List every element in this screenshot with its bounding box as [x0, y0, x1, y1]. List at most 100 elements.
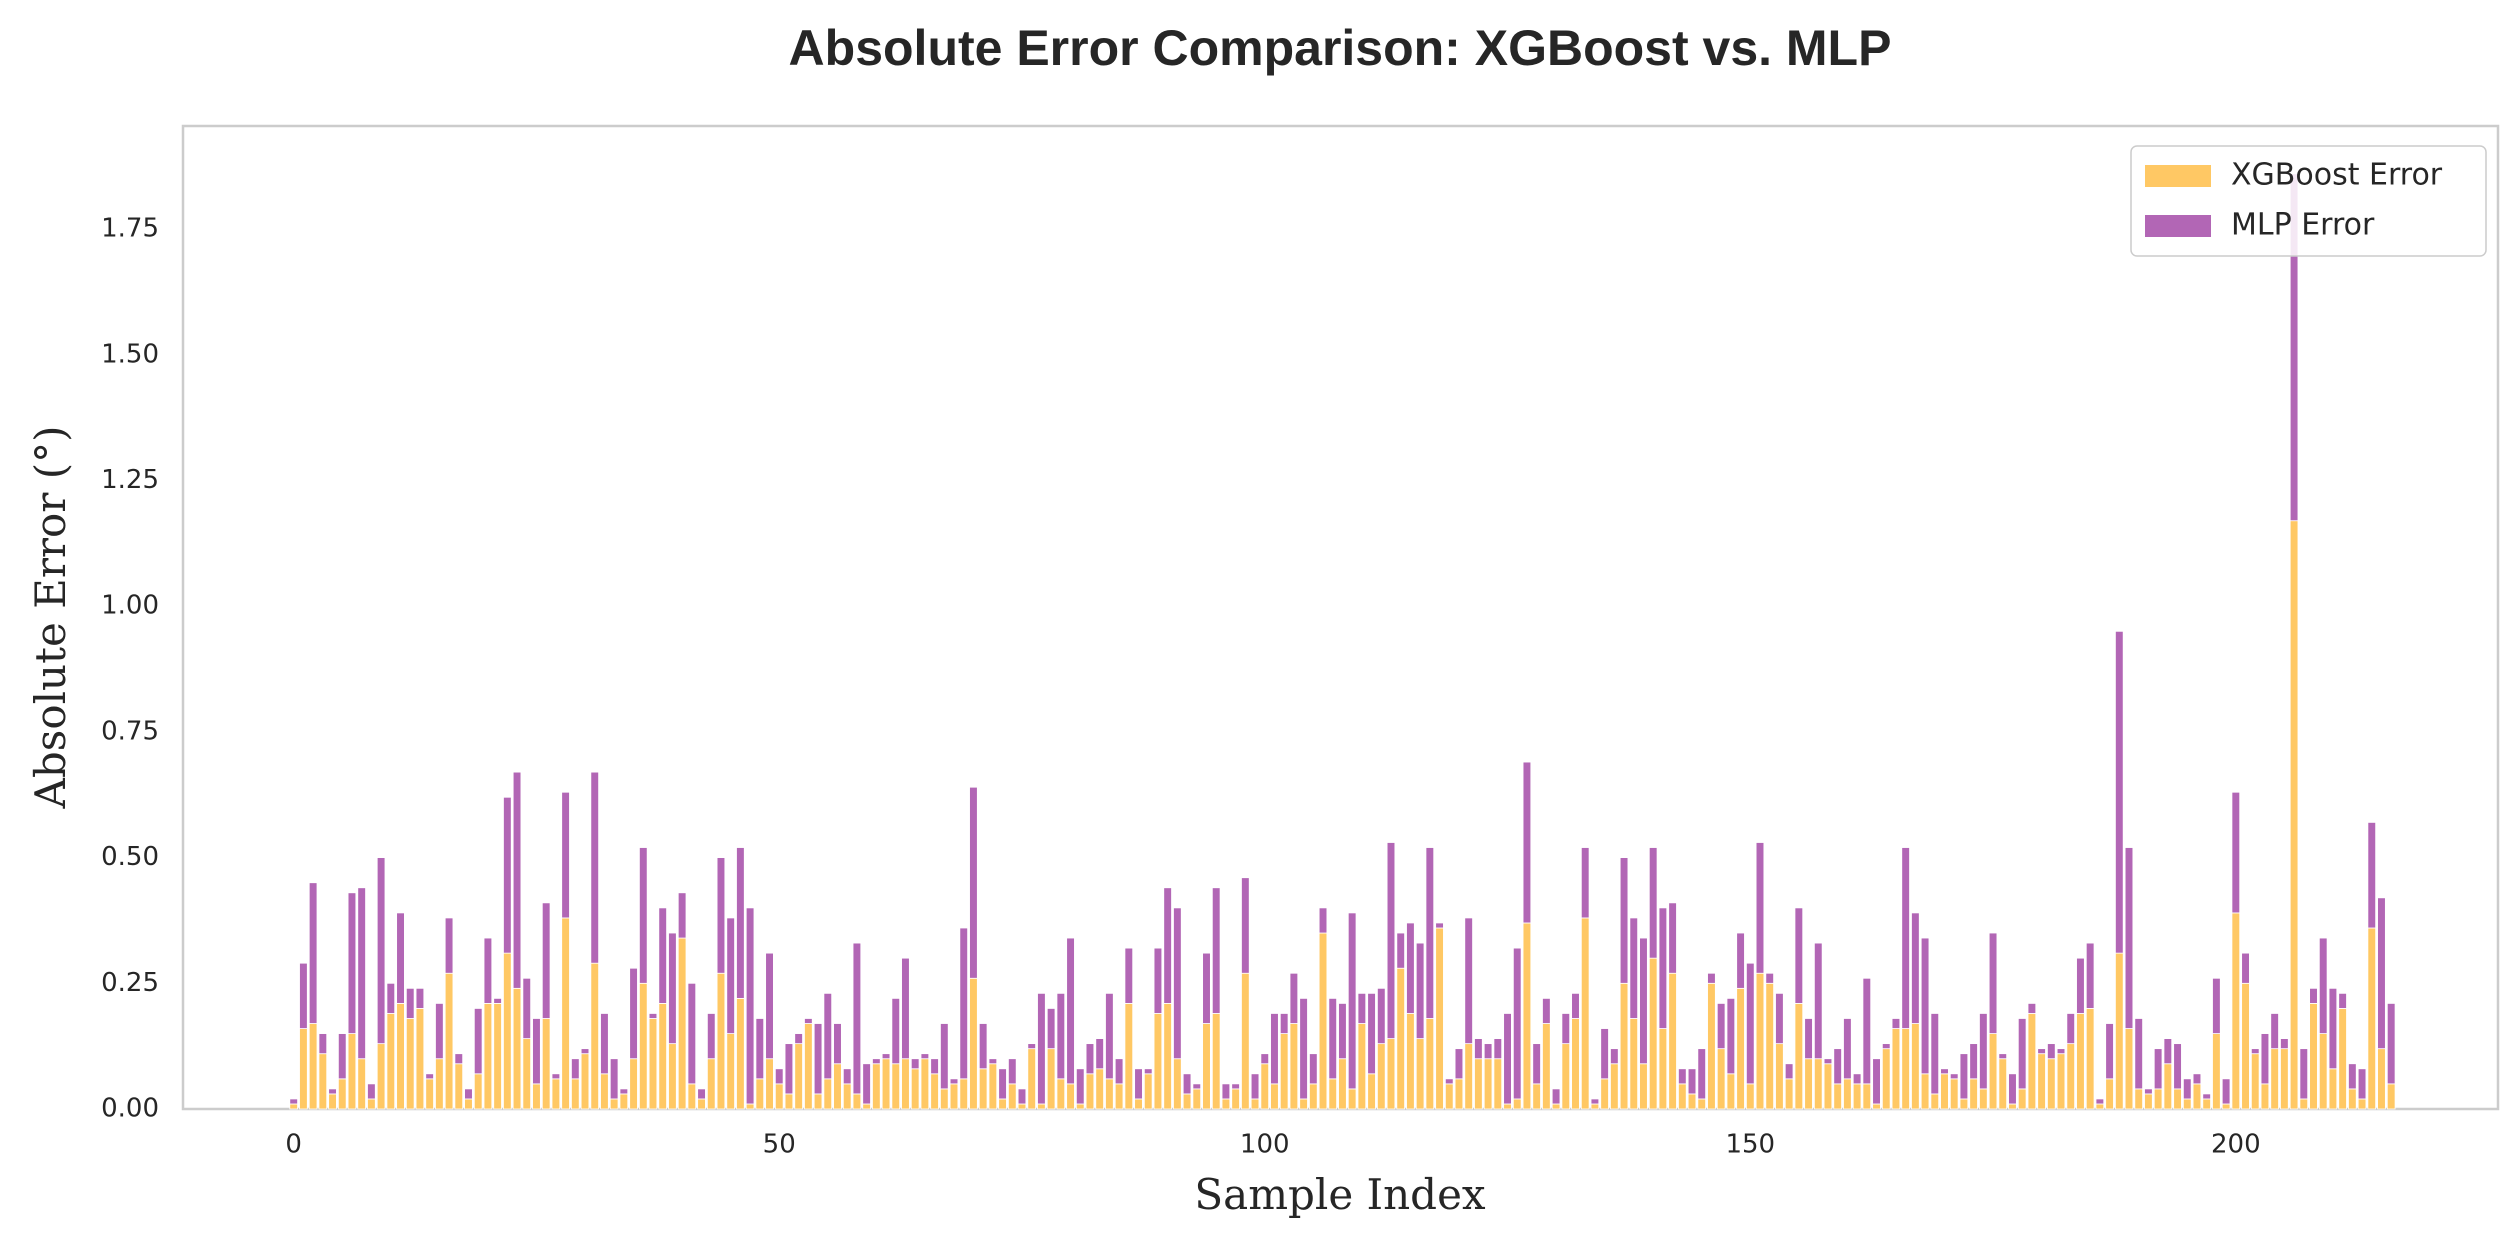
- bar-segment: [2231, 912, 2241, 1110]
- bar-segment: [1911, 912, 1920, 1024]
- bar-segment: [1279, 1033, 1289, 1110]
- bar-segment: [1804, 1018, 1813, 1060]
- bar-segment: [988, 1058, 998, 1065]
- bar-segment: [716, 972, 726, 1110]
- y-tick-label: 1.50: [101, 339, 159, 369]
- bar-segment: [580, 1048, 590, 1055]
- bar-segment: [1027, 1043, 1036, 1050]
- bar-segment: [2066, 1043, 2076, 1110]
- bar-segment: [2299, 1048, 2309, 1100]
- bar-segment: [872, 1058, 881, 1065]
- bar-segment: [891, 1063, 901, 1110]
- bar-segment: [1522, 761, 1532, 924]
- bar-segment: [1231, 1083, 1240, 1090]
- bar-segment: [1095, 1068, 1104, 1110]
- bar-segment: [833, 1063, 842, 1110]
- bar-segment: [1386, 842, 1396, 1040]
- x-tick-label: 100: [1240, 1130, 1290, 1160]
- bar-segment: [1775, 1043, 1784, 1110]
- bar-segment: [920, 1058, 930, 1110]
- bar-segment: [1386, 1038, 1396, 1110]
- bar-segment: [949, 1078, 959, 1085]
- bar-segment: [1435, 922, 1444, 929]
- bar-segment: [658, 1003, 667, 1110]
- bar-segment: [910, 1058, 920, 1070]
- bar-segment: [1493, 1038, 1503, 1060]
- bar-segment: [2182, 1078, 2192, 1100]
- bar-segment: [1211, 1013, 1221, 1110]
- bar-segment: [1415, 942, 1425, 1040]
- chart-title: Absolute Error Comparison: XGBoost vs. M…: [789, 20, 1892, 76]
- bar-segment: [2221, 1078, 2231, 1105]
- bar-segment: [299, 1028, 308, 1110]
- bar-segment: [2386, 1003, 2396, 1085]
- bar-segment: [1920, 1073, 1930, 1110]
- bar-segment: [959, 1078, 969, 1110]
- bar-segment: [813, 1023, 823, 1095]
- bar-segment: [1580, 847, 1590, 919]
- bar-segment: [736, 847, 745, 999]
- bar-segment: [1920, 937, 1930, 1075]
- bar-segment: [1736, 932, 1745, 989]
- bar-segment: [2241, 952, 2250, 984]
- bar-segment: [891, 997, 901, 1065]
- bar-segment: [522, 1038, 532, 1110]
- bar-segment: [852, 942, 862, 1095]
- bar-segment: [2105, 1023, 2114, 1080]
- bar-segment: [2299, 1098, 2309, 1110]
- bar-segment: [2202, 1098, 2211, 1110]
- bar-segment: [1833, 1048, 1842, 1085]
- bar-segment: [1221, 1083, 1231, 1100]
- bar-segment: [1542, 997, 1551, 1024]
- bar-segment: [1309, 1083, 1318, 1110]
- bar-segment: [745, 907, 755, 1105]
- bar-segment: [2367, 821, 2377, 929]
- bar-segment: [1600, 1028, 1609, 1080]
- bar-segment: [1299, 997, 1308, 1100]
- bar-segment: [1309, 1053, 1318, 1085]
- bar-segment: [1231, 1088, 1240, 1110]
- bar-segment: [1823, 1058, 1833, 1065]
- bar-segment: [2144, 1093, 2153, 1110]
- bar-segment: [1619, 857, 1629, 984]
- bar-segment: [2289, 520, 2299, 1110]
- y-tick-label: 1.00: [101, 591, 159, 621]
- bar-segment: [736, 997, 745, 1110]
- bar-segment: [609, 1098, 619, 1110]
- bar-segment: [1085, 1073, 1095, 1110]
- x-tick-label: 200: [2211, 1130, 2261, 1160]
- bar-segment: [629, 967, 638, 1060]
- bar-segment: [2008, 1073, 2017, 1105]
- bar-segment: [435, 1003, 444, 1060]
- bar-segment: [940, 1023, 949, 1090]
- bar-segment: [784, 1043, 794, 1095]
- bar-segment: [668, 1043, 677, 1110]
- bar-segment: [940, 1088, 949, 1110]
- bar-segment: [1940, 1068, 1949, 1075]
- bar-segment: [697, 1088, 706, 1100]
- bar-segment: [1483, 1043, 1493, 1060]
- bar-segment: [1503, 1103, 1512, 1110]
- bar-segment: [1406, 1013, 1415, 1110]
- bar-segment: [1697, 1048, 1707, 1100]
- bar-segment: [1425, 1018, 1435, 1110]
- bar-segment: [1619, 982, 1629, 1110]
- bar-segment: [804, 1023, 813, 1110]
- bar-segment: [2017, 1018, 2027, 1090]
- bar-segment: [677, 937, 687, 1110]
- bar-segment: [1328, 1078, 1338, 1110]
- bar-segment: [1775, 992, 1784, 1045]
- bar-segment: [308, 1023, 318, 1110]
- bar-segment: [1794, 907, 1804, 1004]
- bar-segment: [1726, 997, 1736, 1075]
- bar-segment: [1503, 1013, 1512, 1105]
- bar-segment: [512, 987, 522, 1110]
- bar-segment: [1279, 1013, 1289, 1034]
- bar-segment: [2280, 1048, 2289, 1110]
- bar-segment: [910, 1068, 920, 1110]
- bar-segment: [1056, 1078, 1066, 1110]
- bar-segment: [386, 982, 396, 1014]
- bar-segment: [648, 1013, 658, 1019]
- bar-segment: [1464, 917, 1473, 1045]
- bar-segment: [1843, 1078, 1852, 1110]
